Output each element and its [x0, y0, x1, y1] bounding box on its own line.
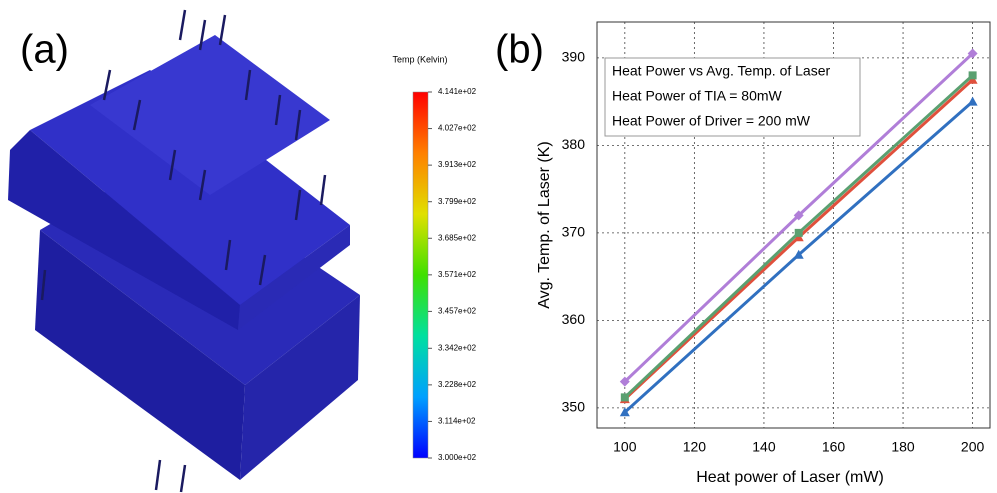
annotation: Heat Power vs Avg. Temp. of Laser [612, 63, 830, 79]
colorbar-title: Temp (Kelvin) [392, 54, 447, 64]
point-marker [968, 97, 978, 106]
x-axis-label: Heat power of Laser (mW) [696, 469, 884, 486]
x-tick-label: 120 [683, 439, 707, 455]
colorbar-tick-label: 3.685e+02 [438, 233, 477, 242]
x-tick-label: 180 [891, 439, 915, 455]
panel-label: (a) [20, 28, 69, 72]
annotation: Heat Power of Driver = 200 mW [612, 113, 811, 129]
y-tick-label: 350 [562, 399, 586, 415]
point-marker [969, 71, 977, 79]
colorbar-tick-label: 3.913e+02 [438, 160, 477, 169]
panel-label: (b) [495, 28, 544, 72]
y-tick-label: 360 [562, 311, 586, 327]
x-tick-label: 100 [613, 439, 637, 455]
x-tick-label: 200 [961, 439, 985, 455]
y-tick-label: 370 [562, 224, 586, 240]
colorbar-tick-label: 4.141e+02 [438, 87, 477, 96]
colorbar [413, 92, 428, 458]
colorbar-tick-label: 3.342e+02 [438, 343, 477, 352]
x-tick-label: 140 [752, 439, 776, 455]
colorbar-tick-label: 3.457e+02 [438, 307, 477, 316]
point-marker [795, 229, 803, 237]
colorbar-tick-label: 3.799e+02 [438, 197, 477, 206]
figure: (a) Temp (Kelvin) (b) Avg. Temp. of Lase… [0, 0, 997, 493]
colorbar-tick-label: 3.571e+02 [438, 270, 477, 279]
y-tick-label: 380 [562, 136, 586, 152]
annotation: Heat Power of TIA = 80mW [612, 88, 783, 104]
colorbar-tick-label: 3.228e+02 [438, 380, 477, 389]
y-tick-label: 390 [562, 49, 586, 65]
colorbar-tick-label: 3.000e+02 [438, 453, 477, 462]
x-tick-label: 160 [822, 439, 846, 455]
y-axis-label: Avg. Temp. of Laser (K) [536, 141, 553, 308]
colorbar-tick-label: 4.027e+02 [438, 124, 477, 133]
colorbar-tick-label: 3.114e+02 [438, 417, 476, 426]
point-marker [621, 393, 629, 401]
3d-model [8, 10, 360, 492]
